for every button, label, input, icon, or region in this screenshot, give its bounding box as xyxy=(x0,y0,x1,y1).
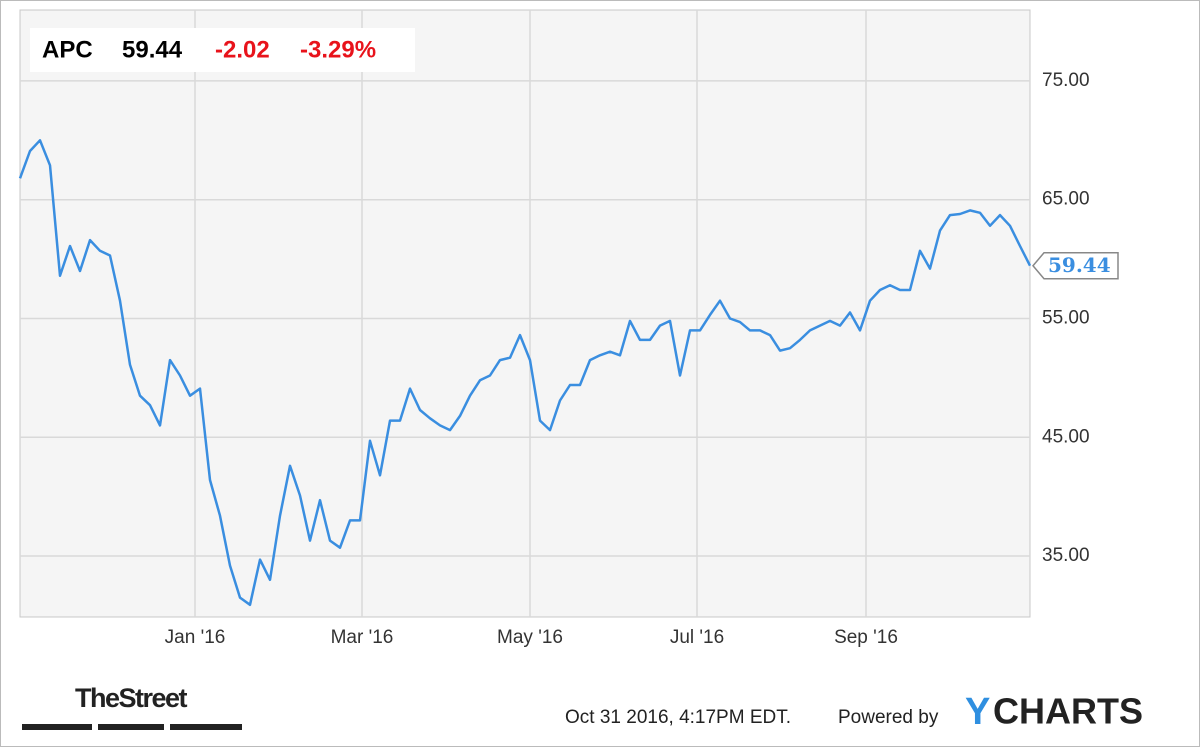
x-tick-label: Mar '16 xyxy=(331,627,394,648)
powered-by: Powered by xyxy=(838,707,939,728)
y-tick-label: 65.00 xyxy=(1042,189,1090,210)
last-value-box xyxy=(1032,251,1119,280)
x-tick-label: Jan '16 xyxy=(165,627,226,648)
x-tick-label: Jul '16 xyxy=(670,627,724,648)
ticker: APC xyxy=(42,36,93,63)
last-value-label: 59.44 xyxy=(1048,253,1111,277)
x-tick-label: Sep '16 xyxy=(834,627,898,648)
y-tick-label: 35.00 xyxy=(1042,545,1090,566)
series xyxy=(18,139,1032,607)
y-tick-label: 45.00 xyxy=(1042,426,1090,447)
change: -2.02 xyxy=(215,36,270,63)
timestamp: Oct 31 2016, 4:17PM EDT. xyxy=(565,707,791,728)
brand-bar xyxy=(170,724,242,730)
brand-bar xyxy=(22,724,92,730)
price: 59.44 xyxy=(122,36,183,63)
brand-bar xyxy=(98,724,164,730)
logo-text: CHARTS xyxy=(993,691,1143,732)
header-box xyxy=(30,28,415,72)
y-tick-label: 55.00 xyxy=(1042,308,1090,329)
plot-area xyxy=(19,9,1031,618)
y-tick-label: 75.00 xyxy=(1042,70,1090,91)
brand-logo: TheStreet xyxy=(75,683,188,713)
logo-y: Y xyxy=(965,691,990,733)
x-tick-label: May '16 xyxy=(497,627,563,648)
change-pct: -3.29% xyxy=(300,36,376,63)
price-line xyxy=(18,139,1032,607)
